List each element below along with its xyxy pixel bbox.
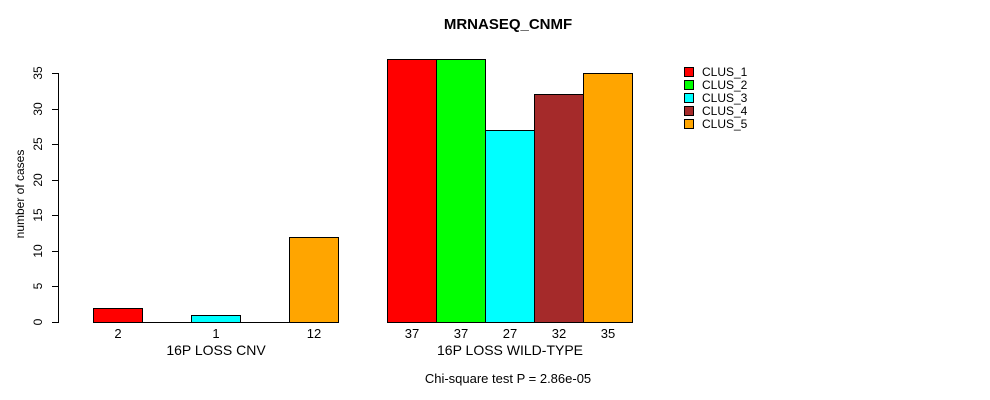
y-axis-tick-label: 20 [31, 173, 45, 187]
bar-clus_3 [191, 315, 241, 323]
zero-bar-clus_2 [142, 322, 192, 323]
legend-label: CLUS_5 [702, 117, 748, 131]
legend-entry-clus_1: CLUS_1 [684, 65, 748, 79]
chart-title: MRNASEQ_CNMF [443, 16, 573, 33]
y-axis-tick-label: 30 [31, 102, 45, 116]
legend-label: CLUS_3 [702, 91, 748, 105]
chi-square-caption: Chi-square test P = 2.86e-05 [424, 371, 592, 386]
y-axis-tick [52, 286, 58, 287]
legend-entry-clus_3: CLUS_3 [684, 91, 748, 105]
bar-value-label: 12 [306, 326, 322, 341]
group-label-16p-loss-wild-type: 16P LOSS WILD-TYPE [436, 342, 584, 358]
bar-value-label: 32 [551, 326, 567, 341]
y-axis-tick-label: 35 [31, 66, 45, 80]
bar-value-label: 1 [212, 326, 220, 341]
y-axis-tick [52, 180, 58, 181]
y-axis-tick-label: 10 [31, 244, 45, 258]
bar-clus_3 [485, 130, 535, 323]
bar-clus_5 [289, 237, 339, 323]
legend: CLUS_1 CLUS_2 CLUS_3 CLUS_4 CLUS_5 [684, 65, 748, 132]
bar-clus_5 [583, 73, 633, 323]
bar-value-label: 35 [600, 326, 616, 341]
legend-swatch-icon [684, 67, 694, 77]
bar-value-label: 27 [502, 326, 518, 341]
group-label-16p-loss-cnv: 16P LOSS CNV [166, 342, 266, 358]
legend-swatch-icon [684, 93, 694, 103]
legend-swatch-icon [684, 80, 694, 90]
bar-clus_2 [436, 59, 486, 323]
bar-clus_4 [534, 94, 584, 323]
y-axis-tick [52, 144, 58, 145]
y-axis-tick [52, 322, 58, 323]
y-axis-tick [52, 73, 58, 74]
y-axis-tick-label: 15 [31, 208, 45, 222]
bar-value-label: 37 [453, 326, 469, 341]
legend-label: CLUS_4 [702, 104, 748, 118]
legend-swatch-icon [684, 106, 694, 116]
bar-clus_1 [93, 308, 143, 323]
legend-label: CLUS_2 [702, 78, 748, 92]
y-axis-tick-label: 0 [31, 318, 45, 326]
legend-entry-clus_5: CLUS_5 [684, 117, 748, 131]
legend-entry-clus_2: CLUS_2 [684, 78, 748, 92]
legend-label: CLUS_1 [702, 65, 748, 79]
legend-entry-clus_4: CLUS_4 [684, 104, 748, 118]
y-axis-tick [52, 251, 58, 252]
y-axis-tick-label: 5 [31, 282, 45, 290]
bar-value-label: 2 [114, 326, 122, 341]
bar-value-label: 37 [404, 326, 420, 341]
y-axis-line [58, 73, 59, 323]
zero-bar-clus_4 [240, 322, 290, 323]
y-axis-tick [52, 215, 58, 216]
y-axis-title: number of cases [13, 149, 27, 239]
bar-clus_1 [387, 59, 437, 323]
legend-swatch-icon [684, 119, 694, 129]
y-axis-tick [52, 109, 58, 110]
y-axis-tick-label: 25 [31, 137, 45, 151]
